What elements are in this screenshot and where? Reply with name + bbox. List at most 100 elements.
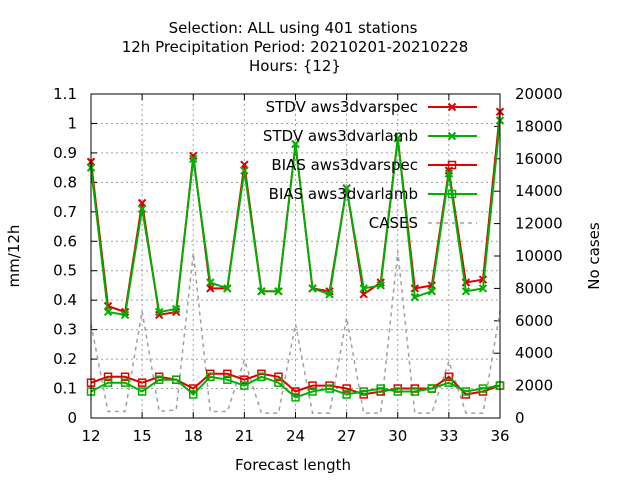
data-point [376, 281, 385, 290]
legend-label: BIAS aws3dvarspec [271, 156, 418, 174]
series-4 [90, 251, 501, 414]
series-3 [86, 372, 505, 402]
x-tick-label: 18 [184, 427, 203, 445]
y2-axis-ticks: 0 2000 4000 6000 8000 10000 12000 14000 16000 180… [494, 85, 563, 427]
data-point [257, 287, 266, 296]
y-tick-label: 0.9 [53, 144, 77, 162]
y2-tick-label: 4000 [515, 344, 553, 362]
legend-label: CASES [369, 214, 418, 232]
data-point [325, 290, 334, 299]
data-point [427, 287, 437, 296]
data-point [223, 284, 232, 293]
y2-tick-label: 10000 [515, 247, 563, 265]
marker-stroke [444, 169, 454, 178]
series-line [90, 251, 501, 414]
marker-stroke [189, 154, 198, 164]
data-point [342, 390, 351, 399]
data-point [478, 284, 488, 293]
legend-label: STDV aws3dvarlamb [263, 127, 418, 145]
marker-stroke [172, 307, 181, 317]
y-tick-label: 1.1 [53, 85, 77, 103]
data-point [291, 393, 300, 402]
y-tick-label: 0.8 [53, 173, 77, 191]
y-tick-label: 0.2 [53, 350, 77, 368]
data-point [410, 293, 419, 302]
data-point [240, 375, 249, 384]
data-point [444, 372, 454, 382]
data-point [359, 284, 368, 293]
x-tick-label: 24 [286, 427, 305, 445]
y-tick-label: 0.6 [53, 232, 77, 250]
marker-stroke [461, 287, 471, 296]
data-point [274, 287, 283, 296]
legend-label: STDV aws3dvarspec [266, 98, 418, 116]
x-axis-label: Forecast length [235, 456, 351, 474]
marker-stroke [137, 204, 147, 214]
data-point [103, 372, 113, 382]
data-series [86, 107, 505, 414]
y2-tick-label: 20000 [515, 85, 563, 103]
y2-tick-label: 12000 [515, 215, 563, 233]
data-point [376, 384, 385, 393]
marker-stroke [447, 102, 457, 112]
marker-stroke [223, 284, 232, 293]
grid [91, 94, 500, 418]
data-point [308, 381, 317, 390]
y2-tick-label: 6000 [515, 312, 553, 330]
data-point [444, 378, 454, 387]
data-point [240, 381, 249, 390]
y2-axis-label: No cases [585, 222, 603, 290]
title-line-1: Selection: ALL using 401 stations [169, 19, 418, 37]
data-point [103, 378, 113, 387]
marker-stroke [342, 184, 351, 193]
marker-stroke [325, 290, 334, 299]
y-tick-label: 0.4 [53, 291, 77, 309]
data-point [154, 307, 164, 317]
data-point [154, 375, 164, 384]
marker-stroke [461, 278, 471, 287]
x-tick-label: 33 [439, 427, 458, 445]
data-point [274, 378, 283, 387]
y-tick-label: 0.1 [53, 380, 77, 398]
data-point [291, 139, 300, 149]
data-point [240, 166, 249, 175]
data-point [359, 387, 368, 396]
marker-stroke [120, 310, 130, 320]
marker-stroke [393, 133, 402, 143]
title-line-2: 12h Precipitation Period: 20210201-20210… [122, 38, 469, 56]
plot-frame [90, 93, 501, 419]
marker-stroke [291, 139, 300, 149]
marker-stroke [478, 284, 488, 293]
data-point [223, 369, 232, 379]
marker-stroke [172, 304, 181, 314]
data-point [206, 278, 215, 287]
data-point [120, 378, 130, 387]
y-tick-label: 0.3 [53, 321, 77, 339]
data-point [189, 384, 198, 393]
data-point [342, 384, 351, 393]
data-point [206, 372, 215, 382]
data-point [393, 133, 402, 143]
marker-stroke [376, 281, 385, 290]
legend-marker [447, 160, 457, 170]
y2-tick-label: 8000 [515, 279, 553, 297]
x-tick-label: 12 [81, 427, 100, 445]
x-tick-label: 36 [490, 427, 509, 445]
marker-stroke [308, 284, 317, 293]
series-1 [86, 116, 505, 320]
x-tick-label: 21 [235, 427, 254, 445]
data-point [120, 372, 130, 382]
data-point [410, 387, 420, 396]
data-point [120, 310, 130, 320]
data-point [189, 154, 198, 164]
y-axis-ticks: 0 0.1 0.2 0.3 0.4 0.5 0.6 0.7 0.8 0.9 1 1.1 [53, 85, 97, 427]
marker-stroke [103, 307, 113, 317]
data-point [189, 151, 198, 161]
data-point [172, 304, 181, 314]
y2-tick-label: 2000 [515, 377, 553, 395]
data-point [308, 284, 317, 293]
data-point [291, 387, 300, 396]
data-point [274, 372, 283, 382]
x-axis-ticks: 12 15 18 21 24 27 30 33 36 [81, 94, 510, 445]
